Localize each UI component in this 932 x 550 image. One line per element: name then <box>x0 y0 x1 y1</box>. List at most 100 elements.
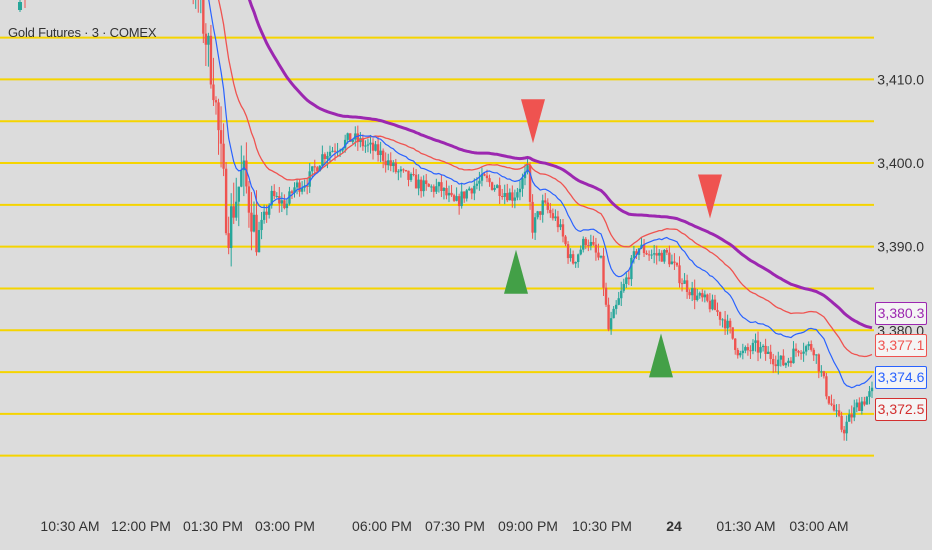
x-tick-label: 24 <box>666 518 682 534</box>
candle-body <box>690 288 694 296</box>
candle-body <box>212 84 215 101</box>
candle-body <box>784 363 788 366</box>
candle-body <box>452 195 456 201</box>
candle-body <box>457 196 461 207</box>
candle-body <box>612 308 615 319</box>
candle-body <box>592 241 595 245</box>
candle-body <box>235 201 238 218</box>
candle-body <box>440 182 443 191</box>
candle-body <box>402 169 405 171</box>
candle-body <box>265 211 268 215</box>
candle-body <box>774 364 777 367</box>
candle-body <box>394 162 398 172</box>
candle-body <box>754 340 757 343</box>
candle-body <box>468 188 471 191</box>
candle-body <box>217 102 220 131</box>
sell-signal-marker <box>521 99 545 144</box>
candle-body <box>501 196 504 198</box>
candle-body <box>267 205 271 215</box>
candle-body <box>685 280 689 292</box>
candle-body <box>660 252 663 262</box>
candle-body <box>202 0 205 34</box>
candle-body <box>860 401 864 411</box>
candle-body <box>412 174 415 176</box>
candle-body <box>278 196 281 204</box>
candle-body <box>541 200 544 215</box>
buy-signal-marker <box>504 249 528 294</box>
candle-body <box>331 150 334 152</box>
candle-body <box>789 360 793 364</box>
candle-body <box>693 288 696 301</box>
candle-body <box>723 319 727 329</box>
candle-body <box>262 211 266 220</box>
candle-body <box>414 174 418 189</box>
candle-body <box>447 192 451 196</box>
candle-body <box>536 211 539 218</box>
candle-body <box>465 190 468 199</box>
candle-body <box>799 352 803 354</box>
candle-body <box>351 139 354 142</box>
x-tick-label: 07:30 PM <box>425 518 485 534</box>
candle-body <box>392 162 395 167</box>
candle-body <box>731 327 734 339</box>
last-price-badge: 3,372.5 <box>875 398 927 421</box>
x-tick-label: 12:00 PM <box>111 518 171 534</box>
candle-body <box>713 299 717 311</box>
candle-body <box>842 429 846 434</box>
candle-body <box>827 396 831 404</box>
candle-body <box>678 265 681 284</box>
candle-body <box>587 245 590 247</box>
candle-body <box>488 178 491 183</box>
candle-body <box>229 206 233 249</box>
candle-body <box>397 171 400 173</box>
candle-body <box>739 353 742 356</box>
candle-body <box>746 347 750 351</box>
candle-body <box>407 170 410 180</box>
candle-body <box>756 340 760 353</box>
candle-body <box>528 165 532 202</box>
ma-purple-price-badge: 3,380.3 <box>875 302 927 325</box>
candle-body <box>658 252 661 256</box>
candle-body <box>343 139 347 149</box>
candle-body <box>214 100 218 103</box>
candle-body <box>652 253 656 255</box>
candle-body <box>721 319 724 321</box>
candle-body <box>371 142 375 151</box>
y-tick-label: 3,400.0 <box>877 155 924 171</box>
candle-body <box>711 299 714 310</box>
candle-body <box>635 251 638 255</box>
candle-body <box>364 145 367 147</box>
candle-body <box>419 179 423 192</box>
candle-body <box>703 294 707 298</box>
candle-body <box>622 283 625 291</box>
candle-body <box>427 184 430 187</box>
candle-body <box>376 144 380 156</box>
candle-body <box>442 188 446 191</box>
candle-body <box>602 255 605 288</box>
candle-body <box>409 174 413 180</box>
candle-body <box>247 186 251 213</box>
candle-body <box>549 209 552 214</box>
candle-body <box>255 214 258 253</box>
candle-body <box>270 190 273 206</box>
candle-body <box>865 396 869 405</box>
candle-body <box>870 387 874 392</box>
candle-body <box>473 185 476 194</box>
candle-body <box>498 185 501 197</box>
candle-body <box>670 261 674 265</box>
candle-body <box>837 410 841 416</box>
candle-body <box>597 252 600 258</box>
candle-body <box>399 169 403 172</box>
candle-body <box>589 241 593 246</box>
candle-body <box>625 277 628 284</box>
candle-body <box>566 244 570 259</box>
candle-body <box>698 293 701 296</box>
candle-body <box>480 174 484 181</box>
candle-body <box>830 403 833 405</box>
candle-body <box>295 182 299 188</box>
candle-body <box>493 187 496 190</box>
candle-body <box>594 244 598 253</box>
x-tick-label: 09:00 PM <box>498 518 558 534</box>
